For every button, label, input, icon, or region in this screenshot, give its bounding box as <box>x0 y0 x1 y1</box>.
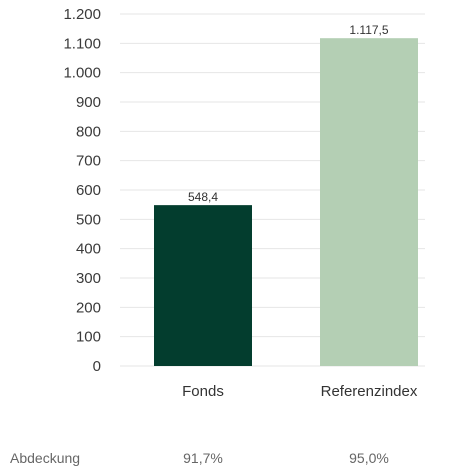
category-label-referenzindex: Referenzindex <box>321 383 418 400</box>
y-axis-tick-labels: 0 100 200 300 400 500 600 700 800 900 1.000 1.100 1.… <box>63 6 101 375</box>
y-tick-label: 900 <box>76 94 101 111</box>
y-tick-label: 700 <box>76 153 101 170</box>
category-label-fonds: Fonds <box>182 383 224 400</box>
y-tick-label: 500 <box>76 211 101 228</box>
y-tick-label: 1.100 <box>63 35 101 52</box>
y-tick-label: 1.200 <box>63 6 101 23</box>
coverage-label: Abdeckung <box>10 450 80 466</box>
y-tick-label: 600 <box>76 182 101 199</box>
coverage-value-fonds: 91,7% <box>183 450 223 466</box>
coverage-row: Abdeckung 91,7% 95,0% <box>10 450 389 466</box>
y-tick-label: 100 <box>76 329 101 346</box>
data-label-referenzindex: 1.117,5 <box>349 23 388 37</box>
bar-referenzindex <box>320 38 418 366</box>
y-tick-label: 1.000 <box>63 65 101 82</box>
coverage-value-referenzindex: 95,0% <box>349 450 389 466</box>
category-labels: Fonds Referenzindex <box>182 383 418 400</box>
data-label-fonds: 548,4 <box>188 190 218 204</box>
y-tick-label: 300 <box>76 270 101 287</box>
bars <box>154 38 418 366</box>
y-tick-label: 200 <box>76 299 101 316</box>
data-labels: 548,4 1.117,5 <box>188 23 389 204</box>
bar-fonds <box>154 205 252 366</box>
y-tick-label: 800 <box>76 123 101 140</box>
y-tick-label: 0 <box>93 358 101 375</box>
y-tick-label: 400 <box>76 241 101 258</box>
